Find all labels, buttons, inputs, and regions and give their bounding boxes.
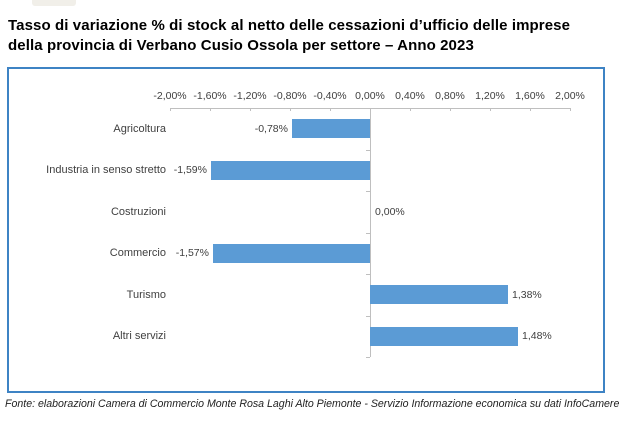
x-axis-tick-mark bbox=[490, 108, 491, 111]
category-tick-mark bbox=[366, 191, 370, 192]
category-tick-mark bbox=[366, 274, 370, 275]
category-tick-mark bbox=[366, 357, 370, 358]
bar-altri-servizi bbox=[370, 326, 518, 346]
zero-axis-line bbox=[370, 108, 371, 357]
chart-title: Tasso di variazione % di stock al netto … bbox=[8, 16, 614, 56]
x-axis-tick-mark bbox=[330, 108, 331, 111]
x-axis-tick-label: -2,00% bbox=[153, 90, 187, 102]
value-label: 1,48% bbox=[522, 330, 552, 343]
source-note: Fonte: elaborazioni Camera di Commercio … bbox=[5, 398, 620, 410]
chart-title-line2: della provincia di Verbano Cusio Ossola … bbox=[8, 37, 474, 54]
category-label: Agricoltura bbox=[113, 122, 166, 135]
x-axis-tick-mark bbox=[250, 108, 251, 111]
x-axis-tick-label: 0,40% bbox=[395, 90, 425, 102]
x-axis-tick-label: 1,20% bbox=[475, 90, 505, 102]
chart-title-line1: Tasso di variazione % di stock al netto … bbox=[8, 17, 571, 34]
x-axis-tick-label: 1,60% bbox=[515, 90, 545, 102]
x-axis-tick-label: 0,80% bbox=[435, 90, 465, 102]
x-axis-tick-label: -0,80% bbox=[273, 90, 307, 102]
value-label: -1,57% bbox=[175, 247, 209, 260]
x-axis-tick-mark bbox=[170, 108, 171, 111]
x-axis-tick-mark bbox=[290, 108, 291, 111]
value-label: 1,38% bbox=[512, 288, 542, 301]
chart-panel: -2,00% -1,60% -1,20% -0,80% -0,40% 0,00% 0,40%… bbox=[7, 67, 605, 393]
value-label: -0,78% bbox=[254, 122, 288, 135]
category-tick-mark bbox=[366, 108, 370, 109]
bar-agricoltura bbox=[292, 119, 370, 139]
category-tick-mark bbox=[366, 315, 370, 317]
value-label: -1,59% bbox=[173, 164, 207, 177]
x-axis-tick-label: -1,60% bbox=[193, 90, 227, 102]
bar-turismo bbox=[370, 285, 508, 305]
category-label: Altri servizi bbox=[112, 330, 166, 343]
value-label: 0,00% bbox=[375, 205, 405, 218]
x-axis-tick-mark bbox=[210, 108, 211, 111]
category-label: Turismo bbox=[126, 288, 166, 301]
x-axis-tick-mark bbox=[450, 108, 451, 111]
bar-industria-in-senso-stretto bbox=[211, 160, 370, 180]
x-axis-tick-label: 0,00% bbox=[355, 90, 385, 102]
x-axis-tick-mark bbox=[570, 108, 571, 111]
category-label: Costruzioni bbox=[110, 205, 166, 218]
x-axis-tick-mark bbox=[410, 108, 411, 111]
cropped-image-remnant bbox=[32, 0, 76, 6]
x-axis-tick-label: 2,00% bbox=[555, 90, 585, 102]
x-axis-tick-mark bbox=[530, 108, 531, 111]
category-label: Commercio bbox=[109, 247, 166, 260]
category-label: Industria in senso stretto bbox=[46, 164, 166, 177]
x-axis-tick-label: -0,40% bbox=[313, 90, 347, 102]
category-tick-mark bbox=[366, 232, 370, 234]
bar-commercio bbox=[213, 243, 370, 263]
category-tick-mark bbox=[366, 149, 370, 151]
x-axis-tick-label: -1,20% bbox=[233, 90, 267, 102]
